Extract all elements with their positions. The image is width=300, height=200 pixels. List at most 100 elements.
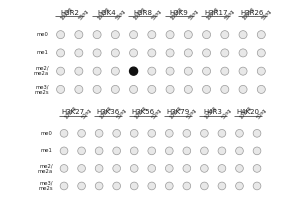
- Circle shape: [75, 85, 83, 93]
- Circle shape: [60, 147, 68, 155]
- Circle shape: [166, 67, 174, 75]
- Text: 100ng: 100ng: [203, 105, 218, 120]
- Text: H3K27: H3K27: [61, 109, 84, 115]
- Circle shape: [239, 49, 247, 57]
- Text: H3K36: H3K36: [96, 109, 119, 115]
- Circle shape: [57, 31, 64, 39]
- Text: 50ng: 50ng: [78, 8, 90, 21]
- Circle shape: [113, 165, 121, 172]
- Text: 100ng: 100ng: [168, 105, 182, 120]
- Circle shape: [78, 147, 86, 155]
- Circle shape: [184, 49, 192, 57]
- Circle shape: [218, 129, 226, 137]
- Circle shape: [148, 129, 156, 137]
- Circle shape: [200, 129, 208, 137]
- Circle shape: [60, 165, 68, 172]
- Circle shape: [95, 165, 103, 172]
- Circle shape: [75, 31, 83, 39]
- Circle shape: [111, 85, 119, 93]
- Circle shape: [57, 67, 64, 75]
- Text: me1: me1: [41, 148, 52, 153]
- Text: 50ng: 50ng: [224, 8, 236, 21]
- Text: 50ng: 50ng: [81, 107, 93, 120]
- Text: H3R17: H3R17: [204, 10, 227, 16]
- Text: H3R26: H3R26: [241, 10, 264, 16]
- Circle shape: [93, 49, 101, 57]
- Text: 50ng: 50ng: [256, 107, 268, 120]
- Text: 50ng: 50ng: [151, 107, 163, 120]
- Circle shape: [200, 165, 208, 172]
- Circle shape: [253, 147, 261, 155]
- Circle shape: [239, 85, 247, 93]
- Circle shape: [183, 147, 191, 155]
- Circle shape: [78, 182, 86, 190]
- Text: 100ng: 100ng: [242, 5, 256, 21]
- Circle shape: [130, 67, 138, 75]
- Circle shape: [239, 31, 247, 39]
- Text: H3K4: H3K4: [97, 10, 116, 16]
- Text: 100ng: 100ng: [206, 5, 220, 21]
- Circle shape: [221, 49, 229, 57]
- Circle shape: [148, 182, 156, 190]
- Circle shape: [239, 67, 247, 75]
- Circle shape: [57, 85, 64, 93]
- Circle shape: [183, 165, 191, 172]
- Circle shape: [130, 31, 138, 39]
- Text: 50ng: 50ng: [114, 8, 126, 21]
- Circle shape: [78, 129, 86, 137]
- Text: H3K9: H3K9: [170, 10, 189, 16]
- Circle shape: [95, 147, 103, 155]
- Circle shape: [57, 49, 64, 57]
- Text: H3R8: H3R8: [133, 10, 152, 16]
- Circle shape: [148, 147, 156, 155]
- Text: H3K56: H3K56: [131, 109, 154, 115]
- Circle shape: [253, 165, 261, 172]
- Circle shape: [218, 165, 226, 172]
- Circle shape: [148, 67, 156, 75]
- Text: 50ng: 50ng: [116, 107, 128, 120]
- Circle shape: [130, 129, 138, 137]
- Circle shape: [95, 182, 103, 190]
- Circle shape: [75, 67, 83, 75]
- Text: me3/
me2s: me3/ me2s: [34, 84, 49, 95]
- Text: 100ng: 100ng: [63, 105, 77, 120]
- Text: 50ng: 50ng: [188, 8, 199, 21]
- Text: H3R2: H3R2: [60, 10, 79, 16]
- Circle shape: [111, 31, 119, 39]
- Circle shape: [148, 31, 156, 39]
- Circle shape: [130, 182, 138, 190]
- Circle shape: [165, 129, 173, 137]
- Circle shape: [218, 182, 226, 190]
- Text: H3K79: H3K79: [167, 109, 190, 115]
- Circle shape: [184, 67, 192, 75]
- Text: H4R3: H4R3: [204, 109, 223, 115]
- Circle shape: [166, 85, 174, 93]
- Circle shape: [165, 147, 173, 155]
- Circle shape: [165, 165, 173, 172]
- Circle shape: [113, 147, 121, 155]
- Circle shape: [257, 31, 265, 39]
- Circle shape: [93, 85, 101, 93]
- Circle shape: [130, 165, 138, 172]
- Circle shape: [236, 165, 243, 172]
- Circle shape: [221, 67, 229, 75]
- Text: me0: me0: [37, 32, 49, 37]
- Text: me2/
me2a: me2/ me2a: [34, 66, 49, 76]
- Circle shape: [148, 85, 156, 93]
- Circle shape: [236, 182, 243, 190]
- Circle shape: [183, 129, 191, 137]
- Circle shape: [236, 147, 243, 155]
- Circle shape: [93, 31, 101, 39]
- Circle shape: [184, 31, 192, 39]
- Text: 50ng: 50ng: [151, 8, 163, 21]
- Text: 100ng: 100ng: [238, 105, 253, 120]
- Text: 50ng: 50ng: [221, 107, 233, 120]
- Circle shape: [200, 147, 208, 155]
- Text: me2/
me2a: me2/ me2a: [38, 163, 52, 174]
- Text: me1: me1: [37, 50, 49, 55]
- Circle shape: [130, 49, 138, 57]
- Circle shape: [257, 49, 265, 57]
- Circle shape: [130, 147, 138, 155]
- Circle shape: [93, 67, 101, 75]
- Circle shape: [130, 85, 138, 93]
